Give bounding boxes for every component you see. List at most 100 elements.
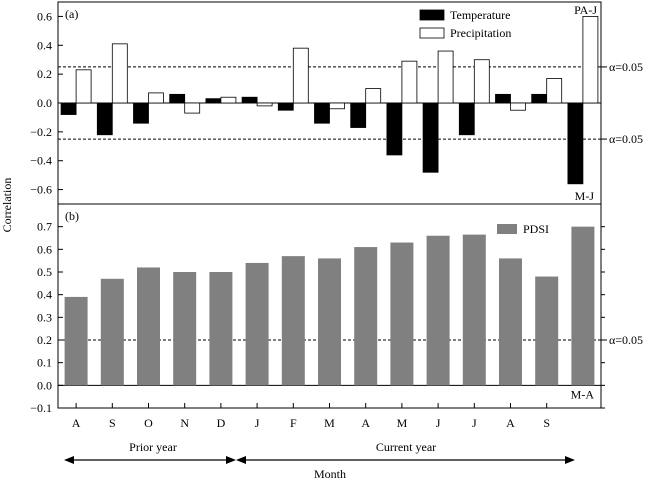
bar-temperature [169,93,186,104]
bar-precipitation [184,102,201,114]
bar-precipitation [510,102,526,111]
bar-temperature [241,96,258,104]
x-tick-label: N [180,416,189,430]
bar-pdsi [209,272,233,386]
legend-swatch [419,27,445,39]
y-tick-label: 0.4 [37,38,52,52]
group-label-current: Current year [376,440,436,454]
bar-precipitation [546,78,563,104]
y-tick-label: −0.1 [30,401,52,415]
bar-precipitation [365,88,382,104]
x-tick-label: M [397,416,408,430]
y-tick-label: 0.6 [37,242,52,256]
bar-precipitation [148,92,164,104]
bar-temperature [567,102,584,185]
y-tick-label: −0.2 [30,125,52,139]
bar-temperature [458,102,475,136]
y-tick-label: 0.0 [37,378,52,392]
bar-pdsi [571,226,595,386]
y-tick-label: 0.1 [37,356,52,370]
y-axis-title: Correlation [0,178,14,233]
bar-pdsi [137,267,160,386]
x-tick-label: M [324,416,335,430]
x-tick-label: J [472,416,477,430]
x-axis-title: Month [314,467,346,481]
bar-pdsi [318,258,341,386]
bar-precipitation [401,60,418,104]
x-tick-label: S [543,416,550,430]
current-year-arrow-head-right [565,456,575,464]
bar-temperature [60,102,77,115]
bar-pdsi [535,276,559,386]
y-tick-label: 0.7 [37,220,52,234]
legend-label: Temperature [450,8,510,22]
prior-year-arrow-head-left [64,456,74,464]
bar-precipitation [256,102,273,107]
panel-label: (b) [65,209,79,223]
prior-year-arrow-head-right [226,456,236,464]
bar-pdsi [462,234,486,386]
bar-temperature [205,98,222,104]
x-tick-label: D [217,416,226,430]
x-axis-area: A S O N D J F M A M J J A S Prior year Current year Mont… [64,403,575,481]
bar-pdsi [281,256,305,386]
bar-pdsi [173,272,197,386]
bar-pdsi [245,262,269,386]
annotation-pa-j: PA-J [574,3,597,17]
bar-precipitation [437,50,454,104]
bar-precipitation [582,16,599,104]
bar-temperature [422,102,439,173]
bar-precipitation [473,59,490,104]
significance-label: α=0.05 [609,60,643,74]
bar-temperature [350,102,367,128]
y-tick-label: −0.4 [30,154,52,168]
y-tick-label: 0.3 [37,310,52,324]
bar-precipitation [329,102,345,110]
bar-temperature [386,102,403,156]
y-tick-label: 0.0 [37,96,52,110]
significance-label: α=0.05 [609,333,643,347]
panel-a: −0.6 −0.4 −0.2 0.0 0.2 0.4 0.6 α=0.05 α=0.05 (a) T… [30,1,643,205]
bar-precipitation [75,69,92,104]
group-label-prior: Prior year [129,440,177,454]
bar-pdsi [354,247,378,386]
y-tick-label: −0.6 [30,183,52,197]
bar-temperature [314,102,330,124]
bar-pdsi [390,242,414,386]
legend-label: PDSI [523,222,549,236]
annotation-m-a: M-A [571,387,595,401]
legend-swatch [419,9,445,21]
panel-b: −0.1 0.0 0.1 0.2 0.3 0.4 0.5 0.6 0.7 α=0.05 (b) PDS… [30,203,643,415]
y-tick-label: 0.6 [37,9,52,23]
x-tick-label: J [255,416,260,430]
y-tick-label: 0.2 [37,333,52,347]
bar-temperature [277,102,294,111]
x-tick-label: A [72,416,81,430]
bar-temperature [133,102,149,124]
y-tick-label: 0.5 [37,265,52,279]
x-tick-label: J [436,416,441,430]
x-tick-label: A [506,416,515,430]
bar-precipitation [111,43,128,104]
y-tick-label: 0.2 [37,67,52,81]
x-tick-label: F [290,416,297,430]
annotation-m-j: M-J [575,189,595,203]
x-tick-label: S [109,416,116,430]
bar-pdsi [64,296,88,386]
bar-temperature [495,93,511,104]
current-year-arrow-head-left [236,456,246,464]
bar-precipitation [220,96,237,104]
significance-label: α=0.05 [609,132,643,146]
bar-temperature [531,93,548,104]
bar-temperature [96,102,113,136]
legend-label: Precipitation [450,26,511,40]
bar-pdsi [426,235,450,386]
y-tick-label: 0.4 [37,288,52,302]
x-tick-label: A [361,416,370,430]
x-tick-label: O [144,416,153,430]
bar-pdsi [499,258,522,386]
bar-pdsi [100,278,124,386]
panel-label: (a) [65,7,78,21]
legend-swatch [497,224,517,234]
